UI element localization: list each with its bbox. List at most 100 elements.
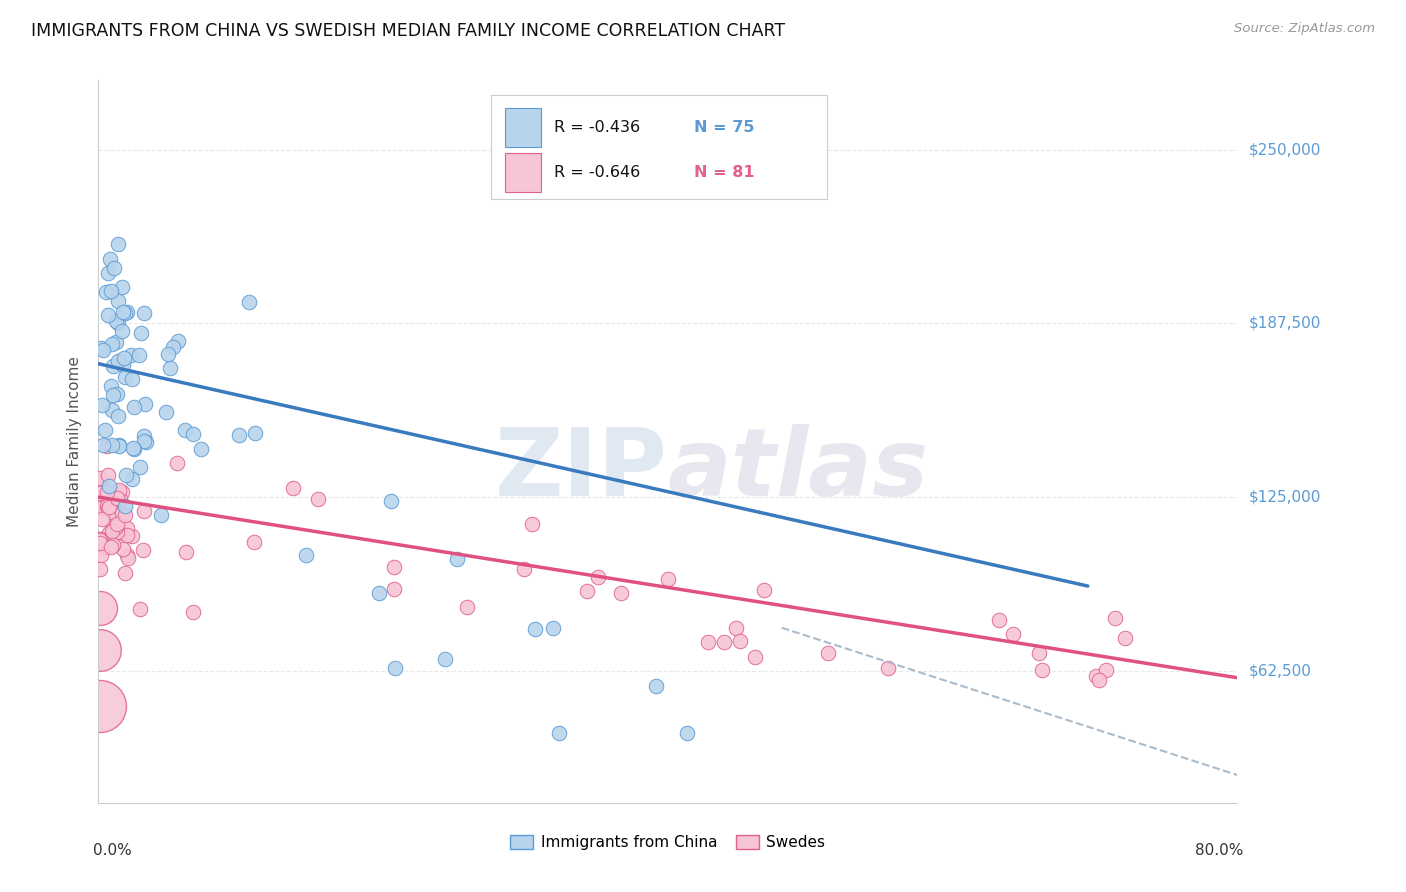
Point xyxy=(307,492,329,507)
Point xyxy=(101,538,124,552)
Point xyxy=(100,540,122,554)
Point xyxy=(645,679,668,693)
Point xyxy=(89,532,111,546)
Text: $250,000: $250,000 xyxy=(1249,142,1320,157)
Point xyxy=(382,582,405,596)
Point xyxy=(94,423,117,437)
Point xyxy=(162,340,184,354)
Point xyxy=(382,559,405,574)
Point xyxy=(380,493,402,508)
Point xyxy=(89,486,111,500)
Text: Source: ZipAtlas.com: Source: ZipAtlas.com xyxy=(1234,22,1375,36)
Point xyxy=(456,599,478,614)
Point xyxy=(101,402,124,417)
Text: IMMIGRANTS FROM CHINA VS SWEDISH MEDIAN FAMILY INCOME CORRELATION CHART: IMMIGRANTS FROM CHINA VS SWEDISH MEDIAN … xyxy=(31,22,785,40)
Point xyxy=(134,397,156,411)
Point xyxy=(100,438,122,452)
FancyBboxPatch shape xyxy=(505,108,541,147)
Point xyxy=(159,360,181,375)
Text: $62,500: $62,500 xyxy=(1249,664,1312,678)
Point xyxy=(513,562,536,576)
Point xyxy=(115,521,138,535)
Point xyxy=(114,370,136,384)
Point xyxy=(166,456,188,470)
Point xyxy=(96,500,118,514)
Point xyxy=(121,372,143,386)
Point xyxy=(744,650,766,665)
Legend: Immigrants from China, Swedes: Immigrants from China, Swedes xyxy=(505,830,831,856)
Point xyxy=(122,442,145,456)
Text: N = 81: N = 81 xyxy=(695,164,755,179)
Point xyxy=(91,437,114,451)
Point xyxy=(89,496,111,510)
Point xyxy=(100,284,122,298)
Text: R = -0.436: R = -0.436 xyxy=(554,120,640,135)
Point xyxy=(132,305,155,319)
Point xyxy=(90,501,112,516)
Point xyxy=(1104,611,1126,625)
Text: atlas: atlas xyxy=(668,425,929,516)
Point xyxy=(105,491,128,505)
Point xyxy=(129,326,152,340)
Point xyxy=(100,252,122,266)
Point xyxy=(89,562,111,576)
Point xyxy=(89,533,111,548)
Point xyxy=(128,460,150,475)
Point xyxy=(104,520,127,534)
Point xyxy=(228,428,250,442)
Point xyxy=(112,351,135,366)
Point xyxy=(107,316,129,330)
Point xyxy=(368,586,391,600)
Point xyxy=(101,524,124,538)
Point xyxy=(135,434,157,449)
Point xyxy=(657,572,679,586)
Point xyxy=(94,285,117,299)
Point xyxy=(1001,627,1024,641)
Text: R = -0.646: R = -0.646 xyxy=(554,164,640,179)
Point xyxy=(114,508,136,522)
Point xyxy=(90,341,112,355)
Point xyxy=(877,661,900,675)
Point xyxy=(111,485,134,500)
Point xyxy=(181,426,204,441)
Point xyxy=(434,652,457,666)
Point xyxy=(94,540,117,554)
Point xyxy=(1085,669,1108,683)
Point xyxy=(1031,664,1053,678)
Point xyxy=(105,524,128,539)
Point xyxy=(103,260,125,275)
Point xyxy=(281,481,304,495)
Point xyxy=(111,324,134,338)
Point xyxy=(89,536,111,550)
Point xyxy=(128,348,150,362)
Point xyxy=(115,528,138,542)
Point xyxy=(120,348,142,362)
Point xyxy=(446,551,468,566)
Point xyxy=(108,483,131,497)
Point xyxy=(121,529,143,543)
Point xyxy=(1028,646,1050,660)
Point xyxy=(713,634,735,648)
Point xyxy=(696,635,718,649)
Point xyxy=(132,542,155,557)
Point xyxy=(728,634,751,648)
Point xyxy=(676,726,699,740)
Point xyxy=(97,502,120,516)
FancyBboxPatch shape xyxy=(491,95,827,200)
Point xyxy=(107,237,129,252)
Point xyxy=(122,442,145,456)
FancyBboxPatch shape xyxy=(505,153,541,193)
Point xyxy=(724,621,747,635)
Point xyxy=(90,477,112,491)
Point xyxy=(103,524,125,539)
Point xyxy=(108,438,131,452)
Point xyxy=(111,526,134,541)
Point xyxy=(112,305,135,319)
Text: N = 75: N = 75 xyxy=(695,120,755,135)
Point xyxy=(90,489,112,503)
Point xyxy=(384,661,406,675)
Point xyxy=(174,423,197,437)
Point xyxy=(586,570,609,584)
Point xyxy=(610,585,633,599)
Point xyxy=(107,294,129,309)
